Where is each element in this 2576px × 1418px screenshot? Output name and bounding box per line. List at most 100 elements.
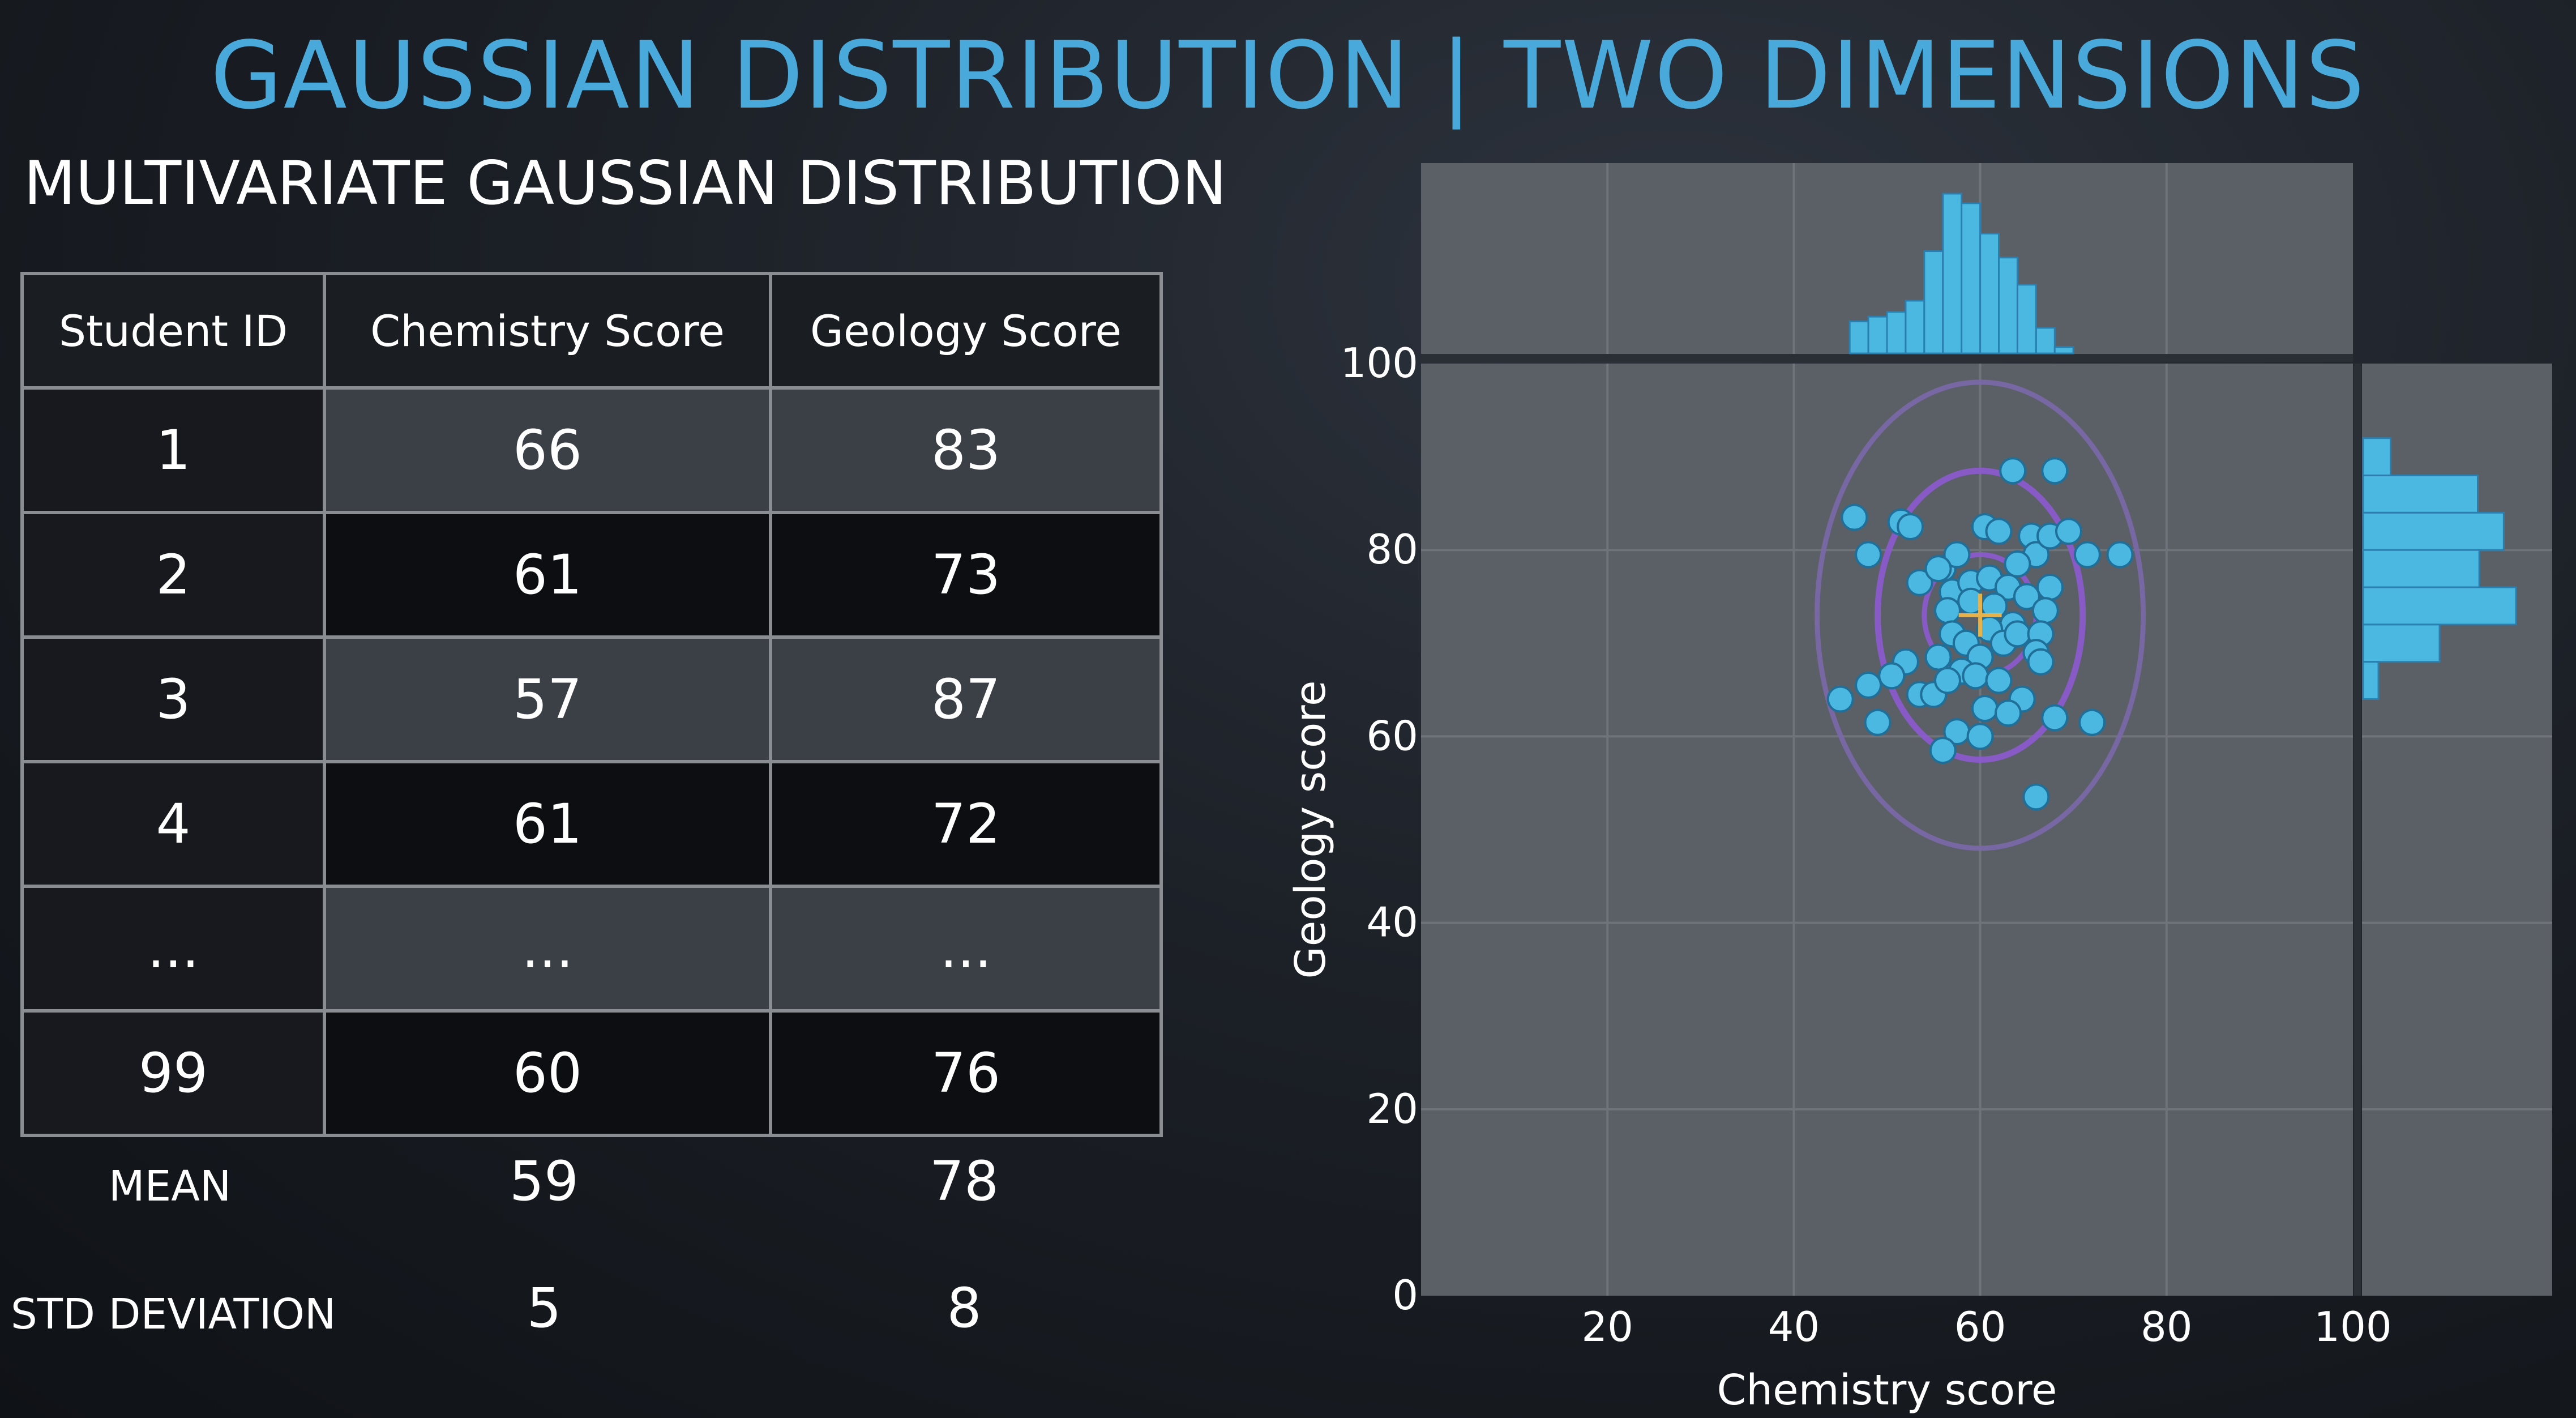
confidence-ellipse bbox=[1815, 379, 2146, 851]
scores-table: Student ID Chemistry Score Geology Score… bbox=[20, 272, 1163, 1137]
chemistry-score-cell: 61 bbox=[323, 511, 772, 639]
histogram-bar bbox=[1998, 257, 2018, 354]
scatter-point bbox=[1855, 541, 1882, 569]
scatter-point bbox=[2041, 457, 2069, 485]
histogram-bar bbox=[1886, 311, 1907, 354]
x-axis-label: Chemistry score bbox=[1717, 1366, 2057, 1415]
confidence-ellipse bbox=[1875, 467, 2086, 763]
scatter-point bbox=[1906, 569, 1933, 596]
histogram-bar bbox=[2362, 475, 2479, 514]
histogram-bar bbox=[2035, 327, 2056, 354]
chemistry-score-cell: 66 bbox=[323, 386, 772, 514]
scatter-point bbox=[1855, 671, 1882, 699]
scatter-point bbox=[1897, 513, 1924, 541]
histogram-bar bbox=[1905, 300, 1925, 354]
scatter-point bbox=[1924, 643, 1952, 671]
section-subtitle: MULTIVARIATE GAUSSIAN DISTRIBUTION bbox=[24, 148, 1227, 218]
scatter-point bbox=[1841, 503, 1868, 531]
mean-label: MEAN bbox=[108, 1162, 232, 1211]
scatter-point bbox=[2013, 583, 2040, 610]
histogram-bar bbox=[1848, 321, 1869, 354]
student-id-cell: ... bbox=[20, 885, 326, 1013]
scatter-point bbox=[2041, 704, 2069, 732]
geology-score-cell: 72 bbox=[769, 760, 1163, 888]
scatter-point bbox=[2027, 648, 2055, 676]
mean-chemistry-value: 59 bbox=[509, 1150, 579, 1213]
scatter-point bbox=[1971, 695, 1999, 723]
geology-score-cell: ... bbox=[769, 885, 1163, 1013]
table-row: 1 66 83 bbox=[20, 386, 1163, 514]
geology-score-cell: 73 bbox=[769, 511, 1163, 639]
scatter-point bbox=[2004, 620, 2031, 648]
scatter-point bbox=[2022, 783, 2050, 811]
histogram-bar bbox=[2362, 586, 2517, 626]
y-axis-label: Geology score bbox=[1286, 680, 1335, 979]
student-id-cell: 4 bbox=[20, 760, 326, 888]
table-row: 3 57 87 bbox=[20, 635, 1163, 763]
scatter-point bbox=[1878, 662, 1906, 690]
scatter-point bbox=[1826, 685, 1854, 713]
std-deviation-label: STD DEVIATION bbox=[10, 1290, 336, 1339]
chemistry-score-cell: 57 bbox=[323, 635, 772, 763]
geology-score-cell: 76 bbox=[769, 1009, 1163, 1137]
scatter-point bbox=[2078, 708, 2106, 736]
x-tick-label: 40 bbox=[1768, 1303, 1820, 1351]
scatter-point bbox=[1933, 597, 1961, 625]
y-tick-label: 100 bbox=[1341, 339, 1418, 387]
scatter-point bbox=[1929, 737, 1957, 764]
column-header-chemistry: Chemistry Score bbox=[323, 272, 772, 390]
scatter-point bbox=[1924, 555, 1952, 583]
scatter-point bbox=[1933, 667, 1961, 694]
histogram-bar bbox=[1867, 315, 1888, 354]
histogram-bar bbox=[2362, 661, 2380, 701]
scatter-point bbox=[2031, 597, 2059, 625]
scatter-point bbox=[2004, 550, 2031, 578]
axis-ticks: 20 40 60 80 100 0 20 40 60 80 100 bbox=[1341, 339, 2392, 1351]
data-points bbox=[1826, 457, 2134, 811]
histogram-bar bbox=[1961, 202, 1982, 354]
page-title: GAUSSIAN DISTRIBUTION | TWO DIMENSIONS bbox=[210, 22, 2366, 130]
geology-histogram bbox=[2362, 437, 2517, 701]
table-row: 4 61 72 bbox=[20, 760, 1163, 888]
scatter-point bbox=[2073, 541, 2101, 569]
chemistry-score-cell: 60 bbox=[323, 1009, 772, 1137]
histogram-bar bbox=[2362, 623, 2441, 663]
chemistry-score-cell: ... bbox=[323, 885, 772, 1013]
x-tick-label: 100 bbox=[2314, 1303, 2391, 1351]
x-tick-label: 80 bbox=[2141, 1303, 2193, 1351]
std-chemistry-value: 5 bbox=[527, 1276, 562, 1340]
scatter-point bbox=[1999, 457, 2027, 485]
y-tick-label: 40 bbox=[1366, 899, 1418, 946]
scatter-point bbox=[1994, 699, 2022, 727]
scatter-point bbox=[1985, 667, 2013, 694]
mean-marker bbox=[1958, 593, 2002, 637]
histogram-bar bbox=[1942, 193, 1963, 354]
plot-area bbox=[1421, 364, 2353, 1296]
scatter-point bbox=[2106, 541, 2134, 569]
table-row: 99 60 76 bbox=[20, 1009, 1163, 1137]
table-row: ... ... ... bbox=[20, 885, 1163, 1013]
student-id-cell: 2 bbox=[20, 511, 326, 639]
histogram-bar bbox=[2053, 346, 2074, 354]
table-row: 2 61 73 bbox=[20, 511, 1163, 639]
y-tick-label: 80 bbox=[1366, 526, 1418, 573]
histogram-bar bbox=[2362, 511, 2505, 551]
histogram-bar bbox=[2362, 437, 2392, 477]
std-geology-value: 8 bbox=[947, 1276, 982, 1340]
scatter-point bbox=[2055, 518, 2082, 545]
column-header-geology: Geology Score bbox=[769, 272, 1163, 390]
histogram-bar bbox=[1979, 233, 2000, 354]
scatter-point bbox=[1966, 723, 1994, 750]
scatter-point bbox=[2036, 574, 2064, 601]
scatter-point bbox=[1962, 662, 1989, 690]
histogram-bar bbox=[2362, 549, 2480, 588]
x-tick-label: 60 bbox=[1954, 1303, 2006, 1351]
geology-score-cell: 83 bbox=[769, 386, 1163, 514]
y-tick-label: 60 bbox=[1366, 712, 1418, 759]
geology-score-cell: 87 bbox=[769, 635, 1163, 763]
histogram-bar bbox=[2016, 284, 2037, 354]
y-tick-label: 0 bbox=[1392, 1271, 1418, 1319]
table-header-row: Student ID Chemistry Score Geology Score bbox=[20, 272, 1163, 390]
scatter-point bbox=[1943, 541, 1971, 569]
